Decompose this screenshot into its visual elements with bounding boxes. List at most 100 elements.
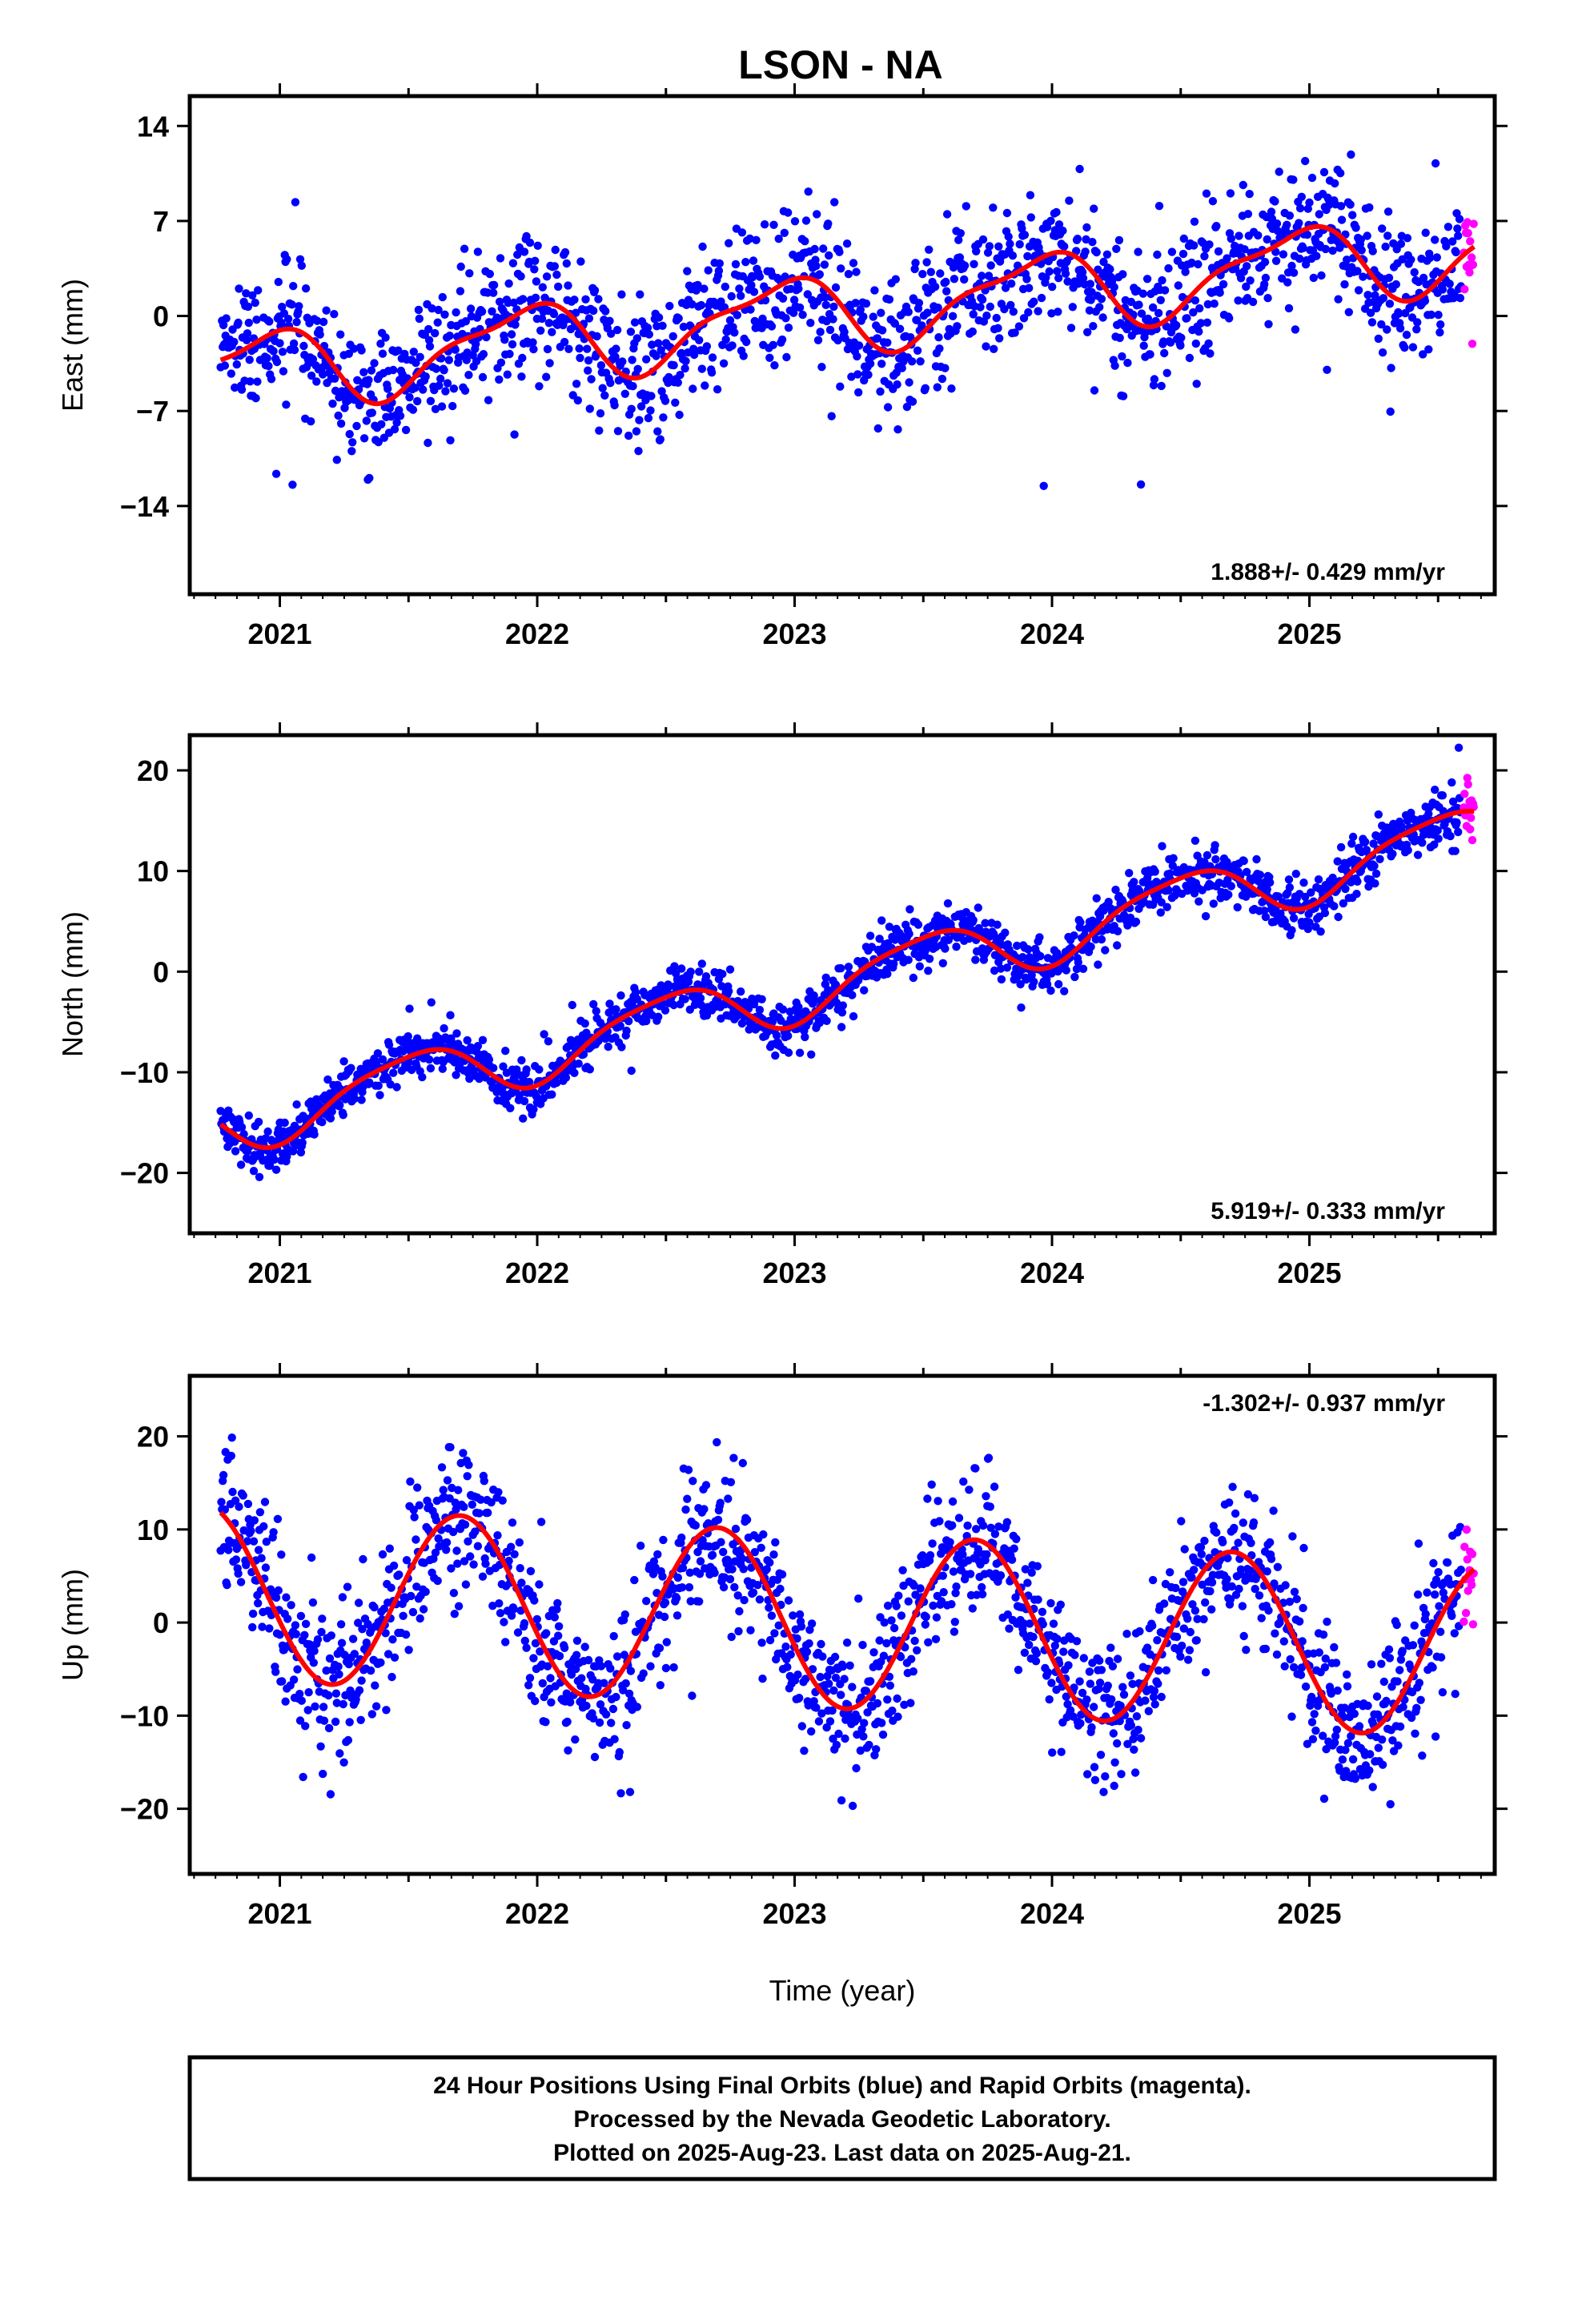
east-final-point: [1137, 309, 1146, 318]
east-final-point: [908, 397, 917, 406]
up-final-point: [1053, 1634, 1062, 1643]
up-final-point: [508, 1518, 517, 1527]
east-final-point: [675, 410, 684, 420]
east-final-point: [835, 247, 844, 256]
up-final-point: [793, 1634, 801, 1643]
north-final-point: [877, 916, 886, 925]
north-final-point: [981, 919, 990, 927]
up-final-point: [348, 1634, 358, 1643]
up-final-point: [1247, 1538, 1255, 1548]
east-final-point: [277, 318, 286, 328]
east-final-point: [1353, 267, 1362, 275]
east-final-point: [618, 357, 627, 366]
east-final-point: [1006, 239, 1014, 248]
east-final-point: [910, 264, 919, 274]
east-final-point: [1386, 407, 1395, 416]
north-final-point: [1261, 912, 1271, 922]
north-rapid-point: [1466, 825, 1475, 834]
up-final-point: [354, 1618, 363, 1627]
east-final-point: [907, 357, 917, 366]
east-final-point: [708, 353, 717, 362]
east-final-point: [1118, 392, 1128, 400]
east-final-point: [1095, 303, 1104, 312]
east-final-point: [1182, 314, 1191, 323]
east-final-point: [798, 310, 807, 320]
east-final-point: [605, 316, 614, 325]
up-final-point: [550, 1613, 559, 1622]
up-final-point: [536, 1518, 546, 1526]
north-final-point: [404, 1031, 412, 1041]
north-final-point: [778, 1005, 788, 1014]
east-final-point: [538, 283, 547, 292]
east-final-point: [1271, 256, 1281, 265]
up-final-point: [869, 1648, 878, 1657]
up-final-point: [566, 1698, 575, 1707]
east-final-point: [295, 255, 305, 263]
up-final-point: [1178, 1578, 1188, 1586]
east-final-point: [292, 318, 301, 327]
north-final-point: [580, 1019, 589, 1028]
up-final-point: [413, 1483, 422, 1492]
north-final-point: [1438, 791, 1447, 800]
east-final-point: [516, 271, 525, 281]
north-final-point: [1431, 786, 1439, 794]
east-final-point: [795, 303, 805, 312]
east-final-point: [576, 353, 584, 363]
north-final-point: [1316, 927, 1325, 936]
east-final-point: [415, 314, 424, 324]
up-final-point: [822, 1723, 831, 1732]
east-rapid-point: [1464, 228, 1472, 238]
east-final-point: [265, 317, 274, 326]
east-final-point: [784, 208, 793, 217]
east-final-point: [227, 369, 235, 378]
north-final-point: [1113, 927, 1122, 936]
east-final-point: [319, 317, 328, 327]
up-final-point: [1234, 1538, 1243, 1547]
up-final-point: [693, 1547, 702, 1557]
north-final-point: [1371, 869, 1381, 879]
up-final-point: [996, 1571, 1006, 1580]
up-final-point: [498, 1496, 507, 1505]
east-final-point: [509, 298, 518, 308]
east-final-point: [917, 321, 926, 330]
east-final-point: [1299, 243, 1307, 252]
up-final-point: [443, 1476, 452, 1485]
up-final-point: [273, 1514, 283, 1524]
north-final-point: [717, 982, 726, 991]
east-final-point: [1085, 306, 1094, 315]
up-final-point: [419, 1605, 428, 1614]
north-final-point: [465, 1074, 474, 1084]
east-final-point: [1194, 259, 1203, 269]
east-final-point: [1343, 255, 1351, 264]
up-final-point: [359, 1554, 367, 1564]
up-final-point: [259, 1522, 268, 1531]
east-final-point: [891, 275, 901, 283]
up-final-point: [610, 1735, 619, 1743]
east-final-point: [876, 387, 885, 396]
east-final-point: [702, 342, 712, 351]
east-final-point: [519, 295, 528, 304]
up-final-point: [1031, 1657, 1041, 1666]
north-final-point: [1164, 886, 1173, 895]
east-ytick-label: −14: [120, 490, 169, 523]
east-final-point: [283, 315, 293, 324]
north-final-point: [1150, 867, 1159, 876]
up-final-point: [928, 1539, 937, 1548]
east-xtick-label: 2024: [1020, 617, 1084, 650]
north-final-point: [997, 975, 1006, 984]
north-final-point: [1162, 903, 1171, 911]
up-final-point: [1010, 1544, 1018, 1553]
east-final-point: [513, 250, 522, 259]
north-final-point: [347, 1063, 355, 1072]
north-final-point: [535, 1065, 544, 1074]
up-final-point: [797, 1722, 806, 1731]
up-final-point: [974, 1545, 983, 1554]
east-final-point: [1225, 314, 1234, 323]
east-model-fit-line: [219, 223, 1476, 407]
east-final-point: [1015, 239, 1024, 249]
east-final-point: [1083, 328, 1092, 336]
east-final-point: [837, 264, 845, 273]
north-final-point: [654, 1012, 663, 1021]
east-final-point: [1061, 269, 1070, 278]
